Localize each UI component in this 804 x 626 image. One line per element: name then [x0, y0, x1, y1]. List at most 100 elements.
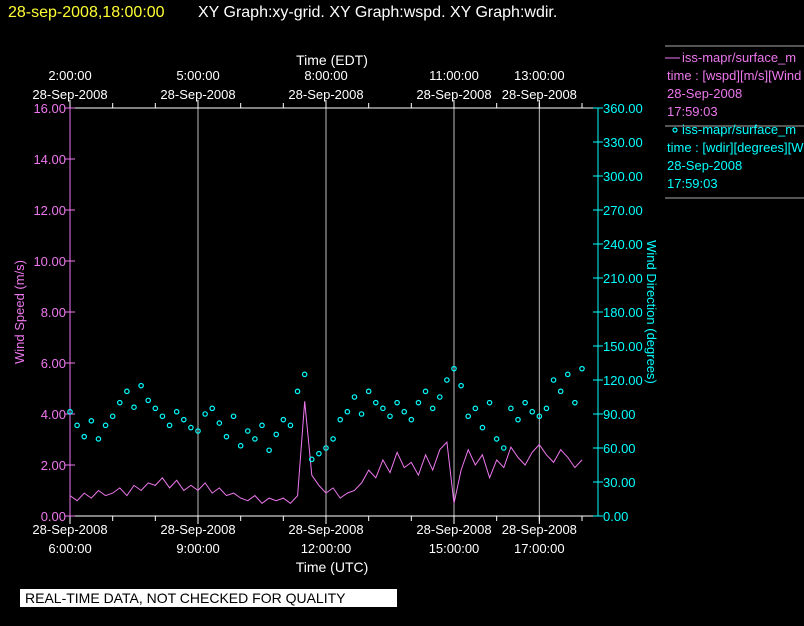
series-wdir-point [102, 422, 109, 429]
series-wdir-point [572, 399, 578, 406]
y-tick-label: 16.00 [33, 101, 66, 116]
series-wdir-point [173, 408, 180, 415]
legend-text: 28-Sep-2008 [667, 86, 742, 101]
x2-tick-time: 2:00:00 [48, 68, 91, 83]
series-wdir-point [109, 413, 116, 420]
series-wdir-point [337, 416, 344, 423]
series-wdir-point [88, 417, 95, 424]
series-wdir-point [493, 436, 500, 442]
series-wdir-point [209, 405, 216, 412]
legend-text: 28-Sep-2008 [667, 158, 742, 173]
x2-tick-time: 13:00:00 [514, 68, 565, 83]
series-wdir-point [323, 445, 329, 451]
y-tick-label: 14.00 [33, 152, 66, 167]
y-tick-label: 8.00 [41, 305, 66, 320]
series-wdir-point [287, 422, 294, 429]
legend-circle-icon [672, 127, 678, 133]
quality-notice-box [20, 589, 397, 607]
series-wdir-point [180, 416, 187, 423]
x-tick-date: 28-Sep-2008 [288, 522, 363, 537]
series-wdir-point [500, 445, 507, 451]
series-wdir-point [415, 399, 422, 406]
series-wdir-point [465, 413, 472, 420]
x-tick-time: 17:00:00 [514, 541, 565, 556]
x2-tick-date: 28-Sep-2008 [32, 87, 107, 102]
data-series [67, 365, 585, 504]
header-date: 28-sep-2008,18:00:00 [8, 4, 165, 21]
series-wdir-point [230, 413, 237, 420]
x2-tick-date: 28-Sep-2008 [416, 87, 491, 102]
y-tick-label: 4.00 [41, 407, 66, 422]
legend-text: 17:59:03 [667, 104, 718, 119]
quality-notice: REAL-TIME DATA, NOT CHECKED FOR QUALITY [25, 590, 346, 606]
series-wdir-point [67, 408, 73, 415]
series-wdir-point [152, 405, 159, 412]
series-wdir-point [273, 431, 280, 438]
series-wdir-point [223, 433, 230, 440]
x-tick-date: 28-Sep-2008 [160, 522, 235, 537]
right-axis-label: Wind Direction (degrees) [644, 240, 659, 384]
grid-lines [197, 108, 540, 516]
series-wdir-point [330, 436, 336, 442]
series-wdir-point [280, 416, 287, 423]
x-tick-date: 28-Sep-2008 [502, 522, 577, 537]
x-tick-time: 12:00:00 [301, 541, 352, 556]
y-tick-label: 2.00 [41, 458, 66, 473]
x2-tick-time: 8:00:00 [304, 68, 347, 83]
series-wdir-point [301, 371, 308, 378]
series-wdir-point [116, 399, 123, 406]
series-wdir-point [202, 411, 208, 417]
y2-tick-label: 240.00 [603, 237, 643, 252]
series-wdir-point [237, 442, 244, 449]
x-tick-date: 28-Sep-2008 [416, 522, 491, 537]
series-wdir-point [95, 436, 102, 442]
series-wdir-point [529, 408, 536, 415]
series-wdir-point [294, 388, 301, 395]
series-wdir-point [74, 422, 80, 429]
x2-tick-date: 28-Sep-2008 [288, 87, 363, 102]
x-tick-time: 6:00:00 [48, 541, 91, 556]
series-wdir-point [429, 405, 436, 412]
series-wdir-point [252, 436, 258, 442]
left-axis-label: Wind Speed (m/s) [12, 260, 27, 364]
series-wdir-point [387, 413, 393, 420]
y2-tick-label: 300.00 [603, 169, 643, 184]
series-wdir-point [380, 405, 386, 412]
y-tick-label: 6.00 [41, 356, 66, 371]
series-wdir-point [138, 382, 144, 389]
series-wdir-point [351, 394, 358, 400]
series-wdir-point [259, 422, 265, 429]
series-wdir-point [451, 365, 457, 372]
y2-tick-label: 330.00 [603, 135, 643, 150]
x2-tick-time: 11:00:00 [429, 68, 479, 83]
legend-text: iss-mapr/surface_m [682, 122, 796, 137]
series-wdir-point [365, 388, 372, 395]
series-wdir-point [216, 420, 223, 426]
series-wdir-point [372, 399, 379, 406]
series-wdir-point [579, 365, 585, 372]
y2-tick-label: 180.00 [603, 305, 643, 320]
series-wdir-point [358, 411, 365, 417]
y2-tick-label: 150.00 [603, 339, 643, 354]
series-wdir-point [479, 424, 486, 431]
series-wdir-point [472, 405, 479, 412]
series-wdir-point [536, 413, 543, 420]
series-wdir-point [444, 377, 450, 383]
y2-tick-label: 270.00 [603, 203, 643, 218]
series-wdir-point [266, 447, 272, 454]
top-axis-label: Time (EDT) [296, 52, 368, 68]
series-wdir-point [543, 405, 550, 412]
legend-text: iss-mapr/surface_m [682, 50, 796, 65]
axes: 28-Sep-2008 6:00:00 28-Sep-2008 9:00:00 28-S… [32, 68, 642, 556]
x2-tick-date: 28-Sep-2008 [502, 87, 577, 102]
bottom-axis-label: Time (UTC) [296, 559, 369, 575]
y-tick-label: 0.00 [41, 509, 66, 524]
legend-text: time : [wdir][degrees][W [667, 140, 804, 155]
series-wdir-point [486, 399, 493, 406]
series-wdir-point [81, 433, 88, 440]
series-wdir-point [422, 388, 429, 395]
y2-tick-label: 90.00 [603, 407, 636, 422]
series-wdir-point [244, 428, 251, 434]
series-wdir-point [145, 397, 152, 404]
